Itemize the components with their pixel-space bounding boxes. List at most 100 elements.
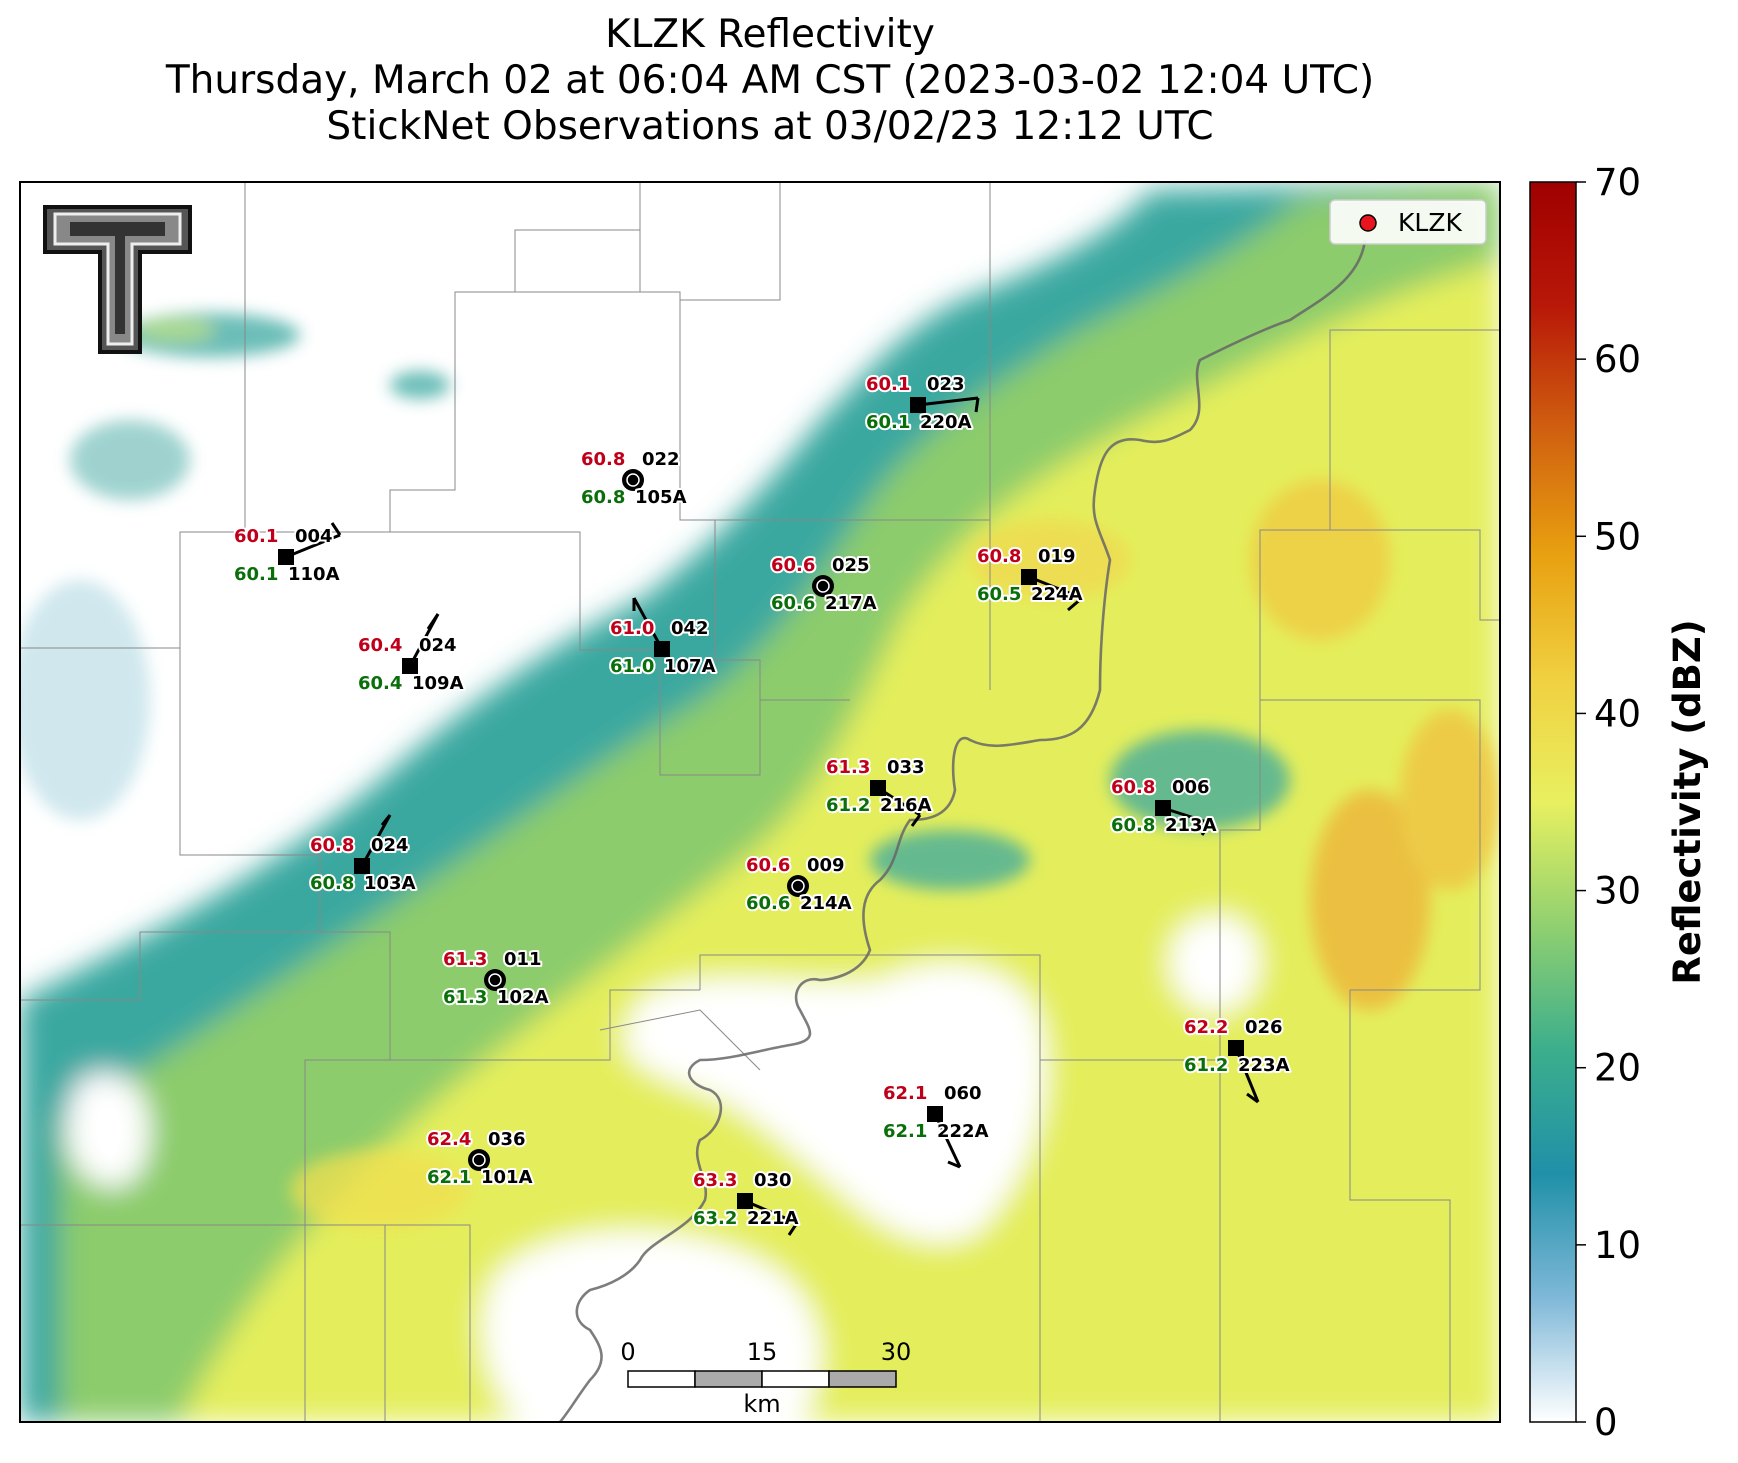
station-id: 004 <box>295 526 333 547</box>
station-marker-icon <box>1228 1040 1244 1056</box>
calm-wind-icon <box>812 575 834 597</box>
station-dewpoint: 60.1 <box>234 564 278 585</box>
station-dewpoint: 60.8 <box>310 873 354 894</box>
wind-barb-icon <box>360 814 392 867</box>
station-105a[interactable]: 60.8 022 60.8 105A <box>579 447 689 510</box>
station-temperature: 62.4 <box>427 1129 471 1150</box>
wind-barb-flag <box>1246 1092 1259 1104</box>
station-marker-icon <box>737 1193 753 1209</box>
wind-barb-icon <box>917 396 979 407</box>
station-probe: 216A <box>880 795 932 816</box>
calm-wind-icon <box>622 469 644 491</box>
station-marker-icon <box>402 658 418 674</box>
title-line-1: KLZK Reflectivity <box>605 12 935 57</box>
station-probe: 109A <box>412 673 464 694</box>
wind-barb-flag <box>910 814 922 827</box>
station-101a[interactable]: 62.4 036 62.1 101A <box>425 1127 535 1190</box>
station-102a[interactable]: 61.3 011 61.3 102A <box>441 947 551 1010</box>
station-id: 036 <box>488 1129 526 1150</box>
station-223a[interactable]: 62.2 026 61.2 223A <box>1182 1015 1292 1104</box>
colorbar-tick-label: 70 <box>1594 161 1641 204</box>
figure-title: KLZK Reflectivity Thursday, March 02 at … <box>20 12 1520 150</box>
station-probe: 224A <box>1031 584 1083 605</box>
station-dewpoint: 60.4 <box>358 673 402 694</box>
station-dewpoint: 62.1 <box>427 1167 471 1188</box>
colorbar-tick-label: 0 <box>1594 1401 1618 1444</box>
station-temperature: 62.1 <box>883 1083 927 1104</box>
calm-wind-icon <box>787 875 809 897</box>
calm-wind-ring <box>816 579 830 593</box>
station-dewpoint: 60.5 <box>977 584 1021 605</box>
colorbar-tick-label: 60 <box>1594 338 1641 381</box>
station-probe: 213A <box>1165 815 1217 836</box>
station-id: 022 <box>642 449 680 470</box>
station-217a[interactable]: 60.6 025 60.6 217A <box>769 553 879 616</box>
station-temperature: 60.8 <box>977 546 1021 567</box>
station-109a[interactable]: 60.4 024 60.4 109A <box>356 613 466 696</box>
calm-wind-icon <box>484 969 506 991</box>
station-probe: 110A <box>288 564 340 585</box>
legend-label: KLZK <box>1398 208 1462 237</box>
station-222a[interactable]: 62.1 060 62.1 222A <box>881 1081 991 1169</box>
station-temperature: 60.1 <box>234 526 278 547</box>
station-110a[interactable]: 60.1 004 60.1 110A <box>232 522 342 587</box>
station-dewpoint: 62.1 <box>883 1121 927 1142</box>
station-224a[interactable]: 60.8 019 60.5 224A <box>975 544 1085 612</box>
colorbar: 0 10 20 30 40 50 60 70 Reflectivity (dBZ) <box>1529 161 1709 1444</box>
wind-barb-icon <box>632 597 664 650</box>
station-107a[interactable]: 61.0 042 61.0 107A <box>608 597 718 679</box>
calm-wind-icon <box>468 1149 490 1171</box>
wind-barb-flag <box>974 397 980 413</box>
station-marker-icon <box>927 1106 943 1122</box>
station-id: 024 <box>419 635 457 656</box>
station-probe: 107A <box>664 656 716 677</box>
calm-wind-ring <box>626 473 640 487</box>
station-103a[interactable]: 60.8 024 60.8 103A <box>308 814 418 896</box>
station-dewpoint: 60.6 <box>746 893 790 914</box>
station-id: 024 <box>371 835 409 856</box>
wind-barb-flag <box>380 814 392 826</box>
station-id: 025 <box>832 555 870 576</box>
station-214a[interactable]: 60.6 009 60.6 214A <box>744 853 854 916</box>
station-temperature: 60.8 <box>310 835 354 856</box>
station-probe: 101A <box>481 1167 533 1188</box>
title-line-2: Thursday, March 02 at 06:04 AM CST (2023… <box>165 58 1375 103</box>
klzk-marker-icon <box>1359 214 1377 232</box>
wind-barb-icon <box>1234 1047 1260 1103</box>
station-marker-icon <box>654 641 670 657</box>
station-marker-icon <box>1155 800 1171 816</box>
station-marker-icon <box>1021 569 1037 585</box>
station-temperature: 60.8 <box>581 449 625 470</box>
scale-bar: 0 15 30 km <box>620 1338 911 1418</box>
colorbar-ticks: 0 10 20 30 40 50 60 70 <box>1576 161 1641 1444</box>
calm-wind-ring <box>488 973 502 987</box>
scale-tick-15: 15 <box>747 1338 778 1366</box>
station-temperature: 60.4 <box>358 635 402 656</box>
wind-barb-icon <box>933 1113 962 1168</box>
reflectivity-field <box>20 182 1500 1422</box>
scale-unit: km <box>743 1390 780 1418</box>
station-id: 033 <box>887 757 925 778</box>
wind-barb-flag <box>1200 822 1212 836</box>
station-id: 026 <box>1245 1017 1283 1038</box>
station-probe: 220A <box>920 412 972 433</box>
station-id: 023 <box>927 374 965 395</box>
station-probe: 103A <box>364 873 416 894</box>
county-boundaries <box>20 182 1500 1422</box>
station-213a[interactable]: 60.8 006 60.8 213A <box>1109 775 1219 838</box>
station-probe: 102A <box>497 987 549 1008</box>
station-marker-icon <box>910 397 926 413</box>
station-dewpoint: 60.6 <box>771 593 815 614</box>
station-dewpoint: 61.0 <box>610 656 654 677</box>
station-probe: 214A <box>800 893 852 914</box>
station-220a[interactable]: 60.1 023 60.1 220A <box>864 372 980 435</box>
station-marker-icon <box>278 549 294 565</box>
station-probe: 105A <box>635 487 687 508</box>
station-dewpoint: 60.8 <box>1111 815 1155 836</box>
wind-barb-icon <box>1028 575 1083 600</box>
station-221a[interactable]: 63.3 030 63.2 221A <box>691 1168 801 1236</box>
colorbar-tick-label: 30 <box>1594 870 1641 913</box>
station-216a[interactable]: 61.3 033 61.2 216A <box>824 755 934 827</box>
